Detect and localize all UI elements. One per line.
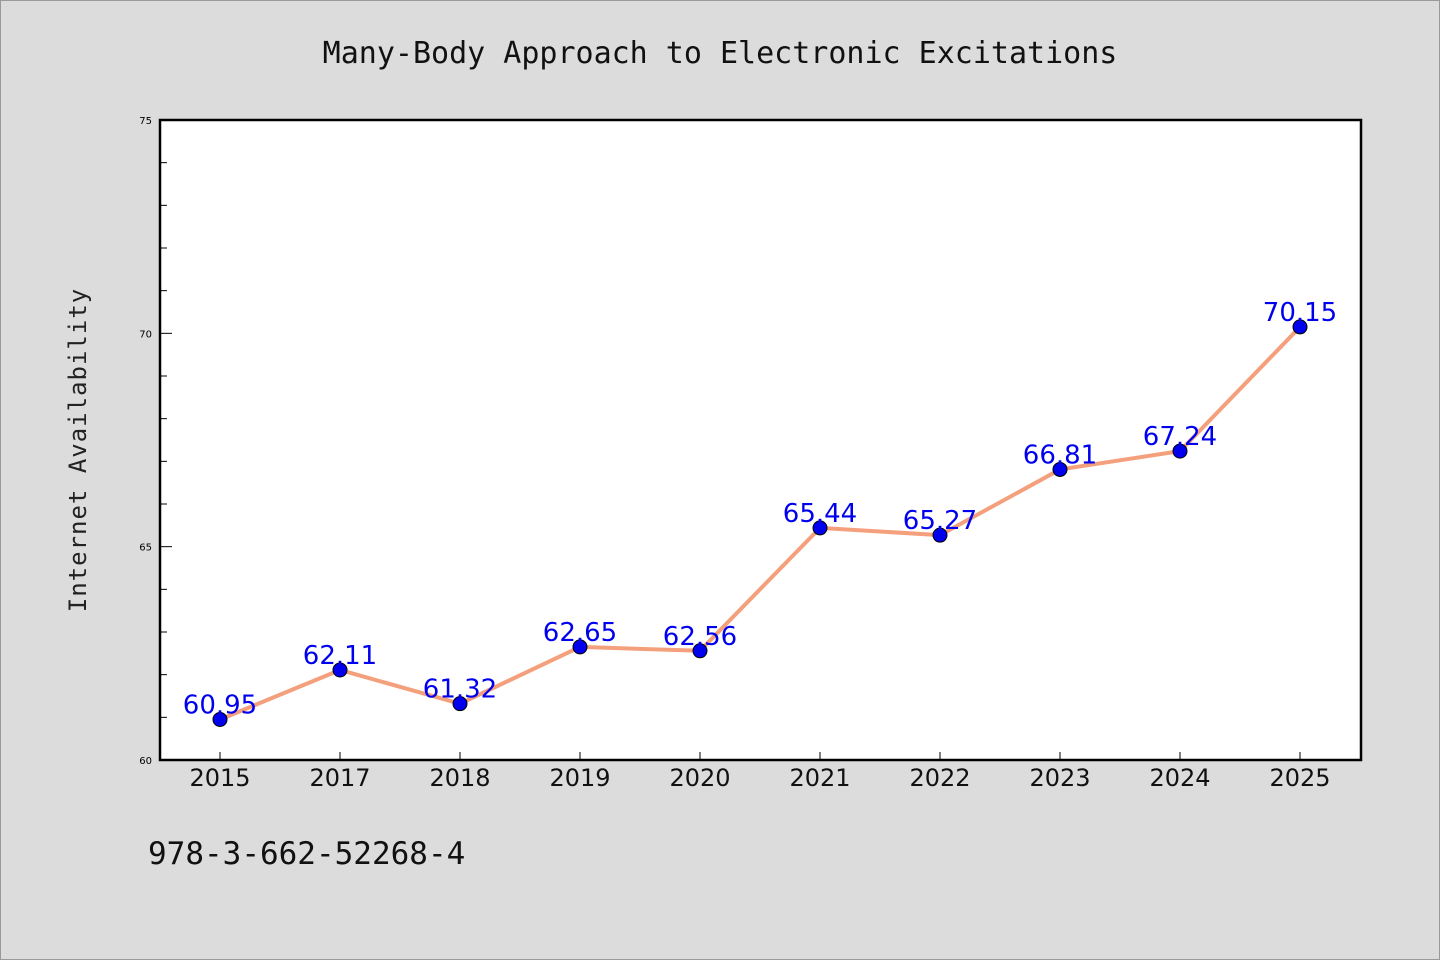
series-line [218, 324, 1302, 722]
y-axis-ticks: 60 65 70 75 [139, 116, 172, 767]
plot-area [158, 118, 1363, 762]
y-tick-label: 65 [139, 543, 152, 554]
y-axis-label: Internet Availability [64, 288, 92, 612]
x-tick-label: 2023 [1029, 764, 1090, 792]
data-point-label: 62.65 [543, 618, 617, 648]
x-tick-label: 2022 [909, 764, 970, 792]
x-tick-label: 2024 [1149, 764, 1210, 792]
data-point-label: 67.24 [1143, 422, 1217, 452]
data-point-marker [1052, 461, 1068, 477]
data-point-marker [572, 639, 588, 655]
series-line-path [218, 324, 1302, 722]
x-axis-ticks: 2015 2017 2018 2019 2020 2021 2022 2023 2024 2025 [189, 752, 1331, 792]
data-point-marker [812, 520, 828, 536]
data-point-label: 70.15 [1263, 298, 1337, 328]
y-tick-label: 70 [139, 329, 152, 340]
x-tick-label: 2020 [669, 764, 730, 792]
x-tick-label: 2019 [549, 764, 610, 792]
data-markers [212, 319, 1308, 727]
data-point-label: 61.32 [423, 675, 497, 705]
y-tick-label: 60 [139, 756, 152, 767]
data-point-label: 65.44 [783, 499, 857, 529]
data-point-marker [212, 711, 228, 727]
data-point-label: 66.81 [1023, 440, 1097, 470]
data-point-label: 65.27 [903, 506, 977, 536]
isbn-footer: 978-3-662-52268-4 [148, 836, 465, 872]
data-point-marker [932, 527, 948, 543]
x-tick-label: 2015 [189, 764, 250, 792]
data-point-label: 60.95 [183, 690, 257, 720]
data-point-marker [1292, 319, 1308, 335]
chart-title: Many-Body Approach to Electronic Excitat… [323, 36, 1118, 71]
data-point-label: 62.11 [303, 641, 377, 671]
x-tick-label: 2018 [429, 764, 490, 792]
data-point-label: 62.56 [663, 622, 737, 652]
y-tick-label: 75 [139, 116, 152, 127]
data-point-marker [1172, 443, 1188, 459]
data-labels: 60.95 62.11 61.32 62.65 62.56 65.44 65.27 66.81… [183, 298, 1337, 721]
data-point-marker [692, 643, 708, 659]
x-tick-label: 2025 [1269, 764, 1330, 792]
x-tick-label: 2021 [789, 764, 850, 792]
data-point-marker [452, 696, 468, 712]
x-tick-label: 2017 [309, 764, 370, 792]
data-point-marker [332, 662, 348, 678]
